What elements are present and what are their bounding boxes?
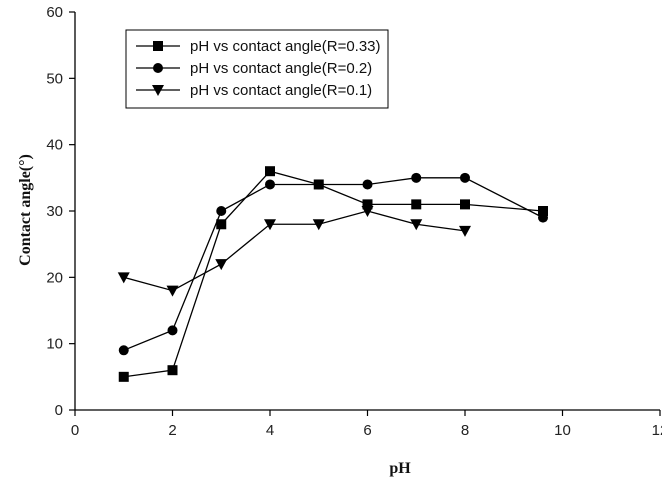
data-point [264, 219, 276, 231]
data-point [117, 272, 130, 284]
data-point [410, 219, 423, 231]
legend-marker [153, 41, 163, 51]
legend-entry: pH vs contact angle(R=0.1) [136, 82, 372, 99]
data-point [362, 179, 373, 190]
legend-label: pH vs contact angle(R=0.33) [190, 38, 381, 55]
data-point [312, 219, 325, 231]
data-point [411, 199, 422, 210]
data-point [216, 206, 227, 216]
y-tick-label: 50 [46, 70, 63, 87]
x-tick-label: 8 [461, 422, 469, 439]
x-tick-label: 2 [168, 422, 176, 439]
data-point [265, 166, 275, 177]
data-point [313, 179, 324, 190]
legend-entry: pH vs contact angle(R=0.33) [136, 38, 381, 55]
data-point [460, 199, 470, 210]
data-point [118, 345, 129, 356]
data-point [118, 371, 129, 382]
data-point [166, 285, 179, 297]
legend-box [125, 29, 389, 109]
data-point [265, 179, 275, 190]
data-point [362, 199, 373, 210]
data-point [459, 225, 471, 237]
x-tick-label: 6 [363, 422, 371, 439]
legend: pH vs contact angle(R=0.33) pH vs contact… [125, 29, 389, 109]
series-line [123, 210, 466, 292]
series-2 [118, 172, 548, 356]
data-point [167, 325, 178, 336]
y-tick-label: 0 [55, 402, 63, 419]
ticks: 0 2 4 6 8 10 12 0 10 20 30 40 50 60 [46, 4, 662, 439]
data-point [460, 172, 470, 183]
legend-entry: pH vs contact angle(R=0.2) [136, 60, 372, 77]
series-1 [118, 166, 548, 382]
data-point [411, 172, 422, 183]
legend-label: pH vs contact angle(R=0.1) [190, 82, 372, 99]
x-tick-label: 10 [554, 422, 571, 439]
y-tick-label: 40 [46, 137, 63, 154]
y-tick-label: 10 [46, 336, 63, 353]
series-layer [117, 166, 548, 382]
series-line [123, 177, 544, 351]
y-tick-label: 30 [46, 203, 63, 220]
x-tick-label: 12 [652, 422, 662, 439]
y-tick-label: 20 [46, 269, 63, 286]
data-point [216, 219, 227, 230]
series-line [123, 170, 544, 378]
data-point [167, 365, 178, 376]
x-axis-title: pH [389, 460, 411, 477]
data-point [215, 259, 228, 271]
y-tick-label: 60 [46, 4, 63, 21]
y-axis-title: Contact angle(°) [17, 154, 34, 266]
data-point [538, 212, 548, 223]
x-tick-label: 4 [266, 422, 274, 439]
x-tick-label: 0 [71, 422, 79, 439]
data-point [361, 206, 374, 217]
series-3 [117, 206, 471, 297]
legend-marker [153, 63, 163, 73]
data-point [538, 206, 548, 216]
legend-label: pH vs contact angle(R=0.2) [190, 60, 372, 77]
legend-marker [152, 85, 164, 96]
